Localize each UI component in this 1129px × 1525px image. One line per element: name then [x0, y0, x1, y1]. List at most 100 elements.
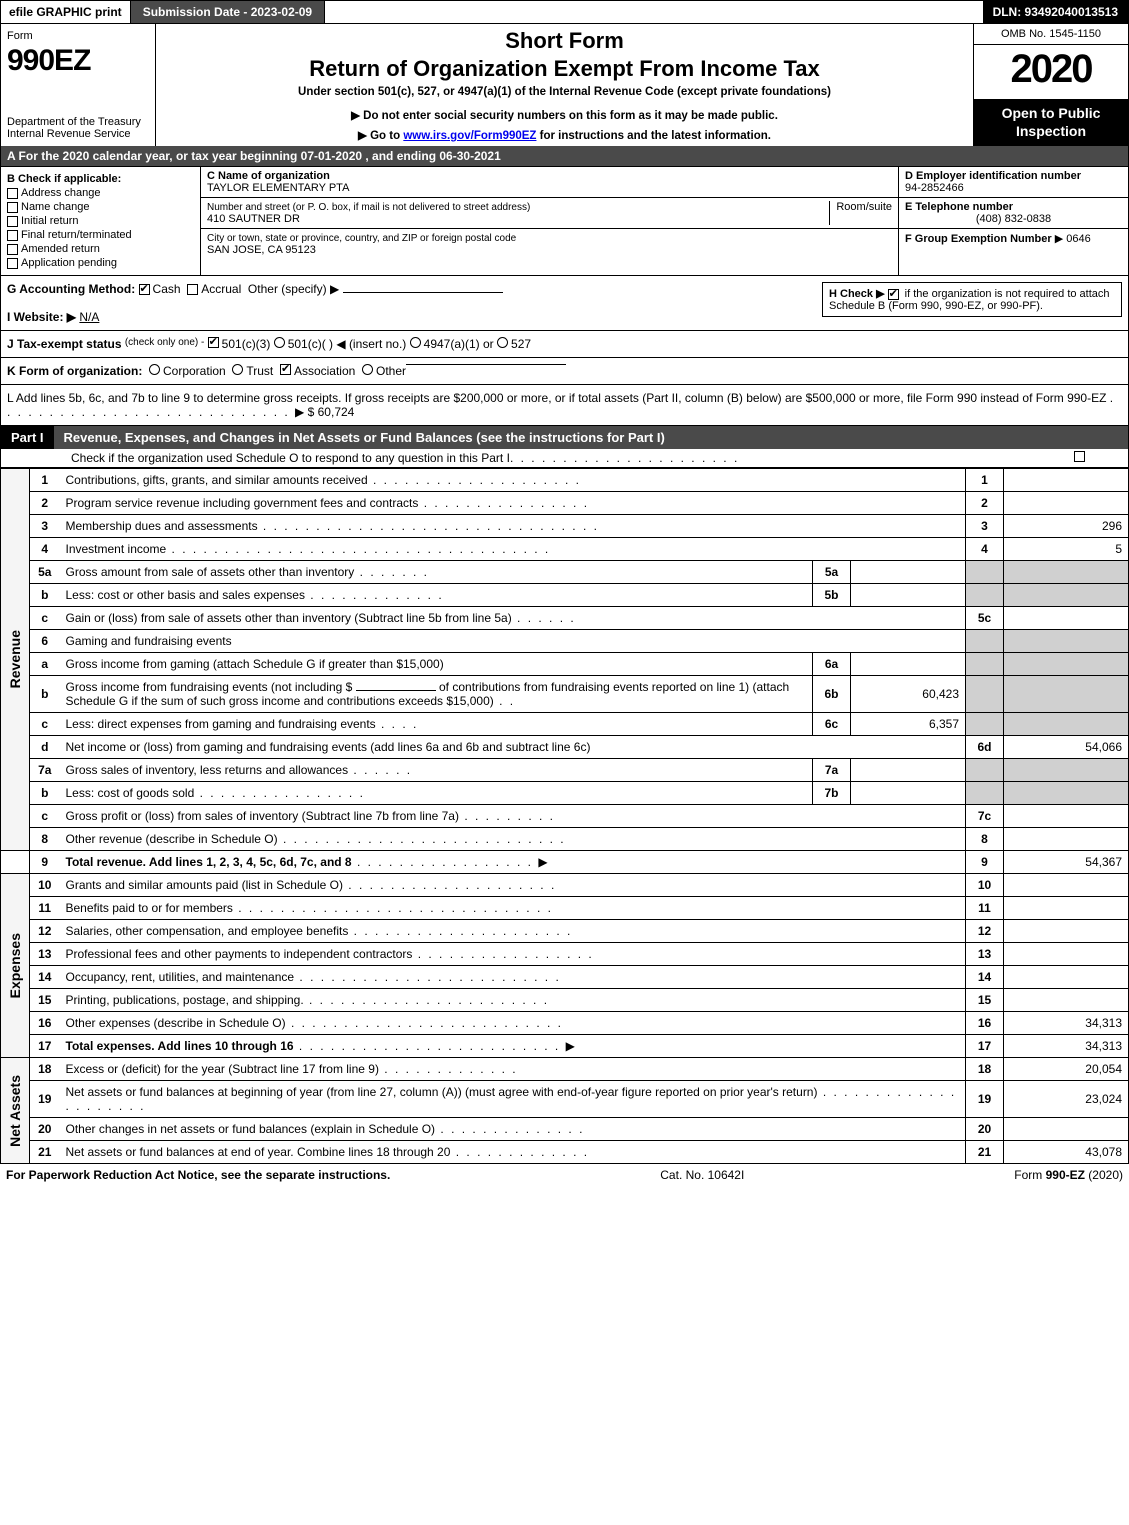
line-9-desc: Total revenue. Add lines 1, 2, 3, 4, 5c,… — [66, 855, 352, 869]
other-specify-input[interactable] — [343, 292, 503, 293]
section-l-text: L Add lines 5b, 6c, and 7b to line 9 to … — [7, 391, 1106, 405]
line-11-desc: Benefits paid to or for members — [66, 901, 233, 915]
line-18-num: 18 — [30, 1058, 60, 1081]
checkbox-name-change[interactable] — [7, 202, 18, 213]
row-21: 21 Net assets or fund balances at end of… — [1, 1141, 1129, 1164]
checkbox-final-return[interactable] — [7, 230, 18, 241]
line-21-rnum: 21 — [966, 1141, 1004, 1164]
checkbox-address-change[interactable] — [7, 188, 18, 199]
ein-value: 94-2852466 — [905, 182, 964, 194]
line-3-num: 3 — [30, 515, 60, 538]
row-13: 13 Professional fees and other payments … — [1, 943, 1129, 966]
short-form-title: Short Form — [164, 28, 965, 54]
line-6c-desc: Less: direct expenses from gaming and fu… — [66, 717, 376, 731]
line-6a-desc: Gross income from gaming (attach Schedul… — [60, 653, 813, 676]
section-i-label: I Website: ▶ — [7, 310, 76, 324]
row-7a: 7a Gross sales of inventory, less return… — [1, 759, 1129, 782]
line-16-num: 16 — [30, 1012, 60, 1035]
group-exemption-value: 0646 — [1066, 233, 1090, 245]
opt-corporation: Corporation — [163, 364, 226, 378]
opt-final-return: Final return/terminated — [21, 229, 132, 241]
checkbox-sched-b[interactable] — [888, 289, 899, 300]
line-7a-mv — [851, 759, 966, 782]
line-8-rval — [1004, 828, 1129, 851]
misc-rows: G Accounting Method: Cash Accrual Other … — [0, 276, 1129, 426]
line-21-desc: Net assets or fund balances at end of ye… — [66, 1145, 451, 1159]
line-7c-rnum: 7c — [966, 805, 1004, 828]
row-11: 11 Benefits paid to or for members . . .… — [1, 897, 1129, 920]
line-6c-num: c — [30, 713, 60, 736]
radio-corporation[interactable] — [149, 364, 160, 375]
line-18-rnum: 18 — [966, 1058, 1004, 1081]
checkbox-accrual[interactable] — [187, 284, 198, 295]
row-k: K Form of organization: Corporation Trus… — [1, 358, 1128, 385]
other-org-input[interactable] — [406, 364, 566, 365]
section-g-label: G Accounting Method: — [7, 282, 135, 296]
radio-4947[interactable] — [410, 337, 421, 348]
line-10-num: 10 — [30, 874, 60, 897]
checkbox-schedule-o[interactable] — [1074, 451, 1085, 462]
line-6b-num: b — [30, 676, 60, 713]
checkbox-initial-return[interactable] — [7, 216, 18, 227]
submission-date: Submission Date - 2023-02-09 — [131, 1, 325, 23]
line-3-rnum: 3 — [966, 515, 1004, 538]
line-15-desc: Printing, publications, postage, and shi… — [66, 993, 304, 1007]
line-4-num: 4 — [30, 538, 60, 561]
row-6c: c Less: direct expenses from gaming and … — [1, 713, 1129, 736]
checkbox-501c3[interactable] — [208, 337, 219, 348]
tax-year: 2020 — [974, 45, 1128, 94]
line-7b-mv — [851, 782, 966, 805]
line-4-rval: 5 — [1004, 538, 1129, 561]
line-17-desc: Total expenses. Add lines 10 through 16 — [66, 1039, 294, 1053]
part1-desc: Revenue, Expenses, and Changes in Net As… — [54, 426, 1128, 449]
row-15: 15 Printing, publications, postage, and … — [1, 989, 1129, 1012]
line-12-desc: Salaries, other compensation, and employ… — [66, 924, 349, 938]
line-9-num: 9 — [30, 851, 60, 874]
line-1-num: 1 — [30, 469, 60, 492]
line-18-rval: 20,054 — [1004, 1058, 1129, 1081]
line-15-rval — [1004, 989, 1129, 1012]
line-5a-mv — [851, 561, 966, 584]
radio-501c[interactable] — [274, 337, 285, 348]
section-e-label: E Telephone number — [905, 201, 1013, 213]
open-to-public-inspection: Open to Public Inspection — [974, 99, 1128, 146]
section-b: B Check if applicable: Address change Na… — [1, 167, 201, 275]
checkbox-cash[interactable] — [139, 284, 150, 295]
section-h-box: H Check ▶ if the organization is not req… — [822, 282, 1122, 317]
checkbox-association[interactable] — [280, 364, 291, 375]
line-1-desc: Contributions, gifts, grants, and simila… — [66, 473, 368, 487]
radio-527[interactable] — [497, 337, 508, 348]
return-title: Return of Organization Exempt From Incom… — [164, 56, 965, 82]
website-value: N/A — [79, 310, 99, 324]
irs-link[interactable]: www.irs.gov/Form990EZ — [403, 130, 536, 142]
radio-other-org[interactable] — [362, 364, 373, 375]
line-19-rnum: 19 — [966, 1081, 1004, 1118]
row-7b: b Less: cost of goods sold . . . . . . .… — [1, 782, 1129, 805]
line-14-desc: Occupancy, rent, utilities, and maintena… — [66, 970, 295, 984]
checkbox-amended-return[interactable] — [7, 244, 18, 255]
section-h-label: H Check ▶ — [829, 288, 885, 300]
line-6b-mv: 60,423 — [851, 676, 966, 713]
footer-cat-no: Cat. No. 10642I — [660, 1168, 744, 1182]
line-6b-input[interactable] — [356, 690, 436, 691]
radio-trust[interactable] — [232, 364, 243, 375]
line-17-num: 17 — [30, 1035, 60, 1058]
line-8-rnum: 8 — [966, 828, 1004, 851]
row-1: Revenue 1 Contributions, gifts, grants, … — [1, 469, 1129, 492]
line-7a-mn: 7a — [813, 759, 851, 782]
line-2-rval — [1004, 492, 1129, 515]
instruction-ssn: ▶ Do not enter social security numbers o… — [164, 108, 965, 122]
checkbox-application-pending[interactable] — [7, 258, 18, 269]
row-14: 14 Occupancy, rent, utilities, and maint… — [1, 966, 1129, 989]
efile-print-label[interactable]: efile GRAPHIC print — [1, 1, 131, 23]
row-l: L Add lines 5b, 6c, and 7b to line 9 to … — [1, 385, 1128, 426]
line-6b-desc1: Gross income from fundraising events (no… — [66, 680, 353, 694]
line-7a-desc: Gross sales of inventory, less returns a… — [66, 763, 349, 777]
footer-left: For Paperwork Reduction Act Notice, see … — [6, 1168, 390, 1182]
line-5b-desc: Less: cost or other basis and sales expe… — [66, 588, 305, 602]
row-j: J Tax-exempt status (check only one) - 5… — [1, 331, 1128, 358]
line-13-desc: Professional fees and other payments to … — [66, 947, 413, 961]
line-7b-mn: 7b — [813, 782, 851, 805]
section-k-label: K Form of organization: — [7, 364, 142, 378]
line-6c-mv: 6,357 — [851, 713, 966, 736]
